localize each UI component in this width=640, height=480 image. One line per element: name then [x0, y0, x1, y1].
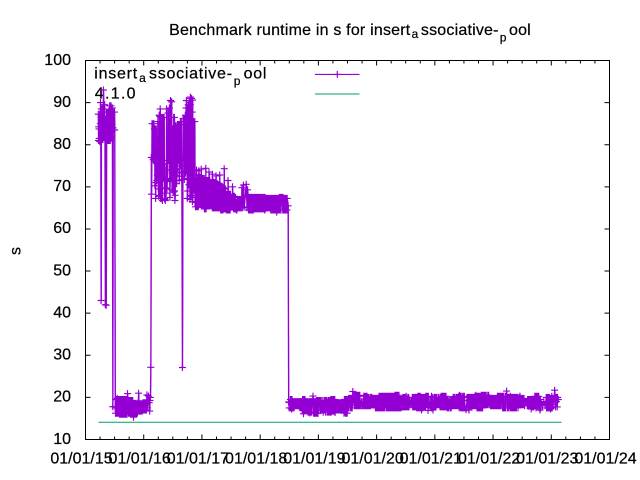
svg-text:01/01/24: 01/01/24 — [574, 450, 636, 467]
svg-text:01/01/17: 01/01/17 — [167, 450, 229, 467]
svg-text:s: s — [8, 247, 25, 255]
svg-text:20: 20 — [53, 389, 71, 406]
svg-text:40: 40 — [53, 305, 71, 322]
svg-text:01/01/18: 01/01/18 — [225, 450, 287, 467]
svg-text:50: 50 — [53, 262, 71, 279]
svg-text:01/01/20: 01/01/20 — [341, 450, 403, 467]
svg-text:100: 100 — [44, 52, 71, 69]
svg-text:01/01/21: 01/01/21 — [400, 450, 462, 467]
svg-text:01/01/23: 01/01/23 — [516, 450, 578, 467]
svg-text:01/01/16: 01/01/16 — [109, 450, 171, 467]
svg-text:Benchmark runtime in s for ins: Benchmark runtime in s for inserta ssocia… — [169, 22, 531, 45]
svg-text:90: 90 — [53, 94, 71, 111]
svg-text:70: 70 — [53, 178, 71, 195]
svg-text:30: 30 — [53, 347, 71, 364]
svg-text:4.1.0: 4.1.0 — [95, 85, 137, 102]
svg-text:01/01/22: 01/01/22 — [458, 450, 520, 467]
svg-text:60: 60 — [53, 220, 71, 237]
svg-text:10: 10 — [53, 431, 71, 448]
svg-text:01/01/19: 01/01/19 — [283, 450, 345, 467]
svg-text:80: 80 — [53, 136, 71, 153]
svg-text:01/01/15: 01/01/15 — [50, 450, 112, 467]
